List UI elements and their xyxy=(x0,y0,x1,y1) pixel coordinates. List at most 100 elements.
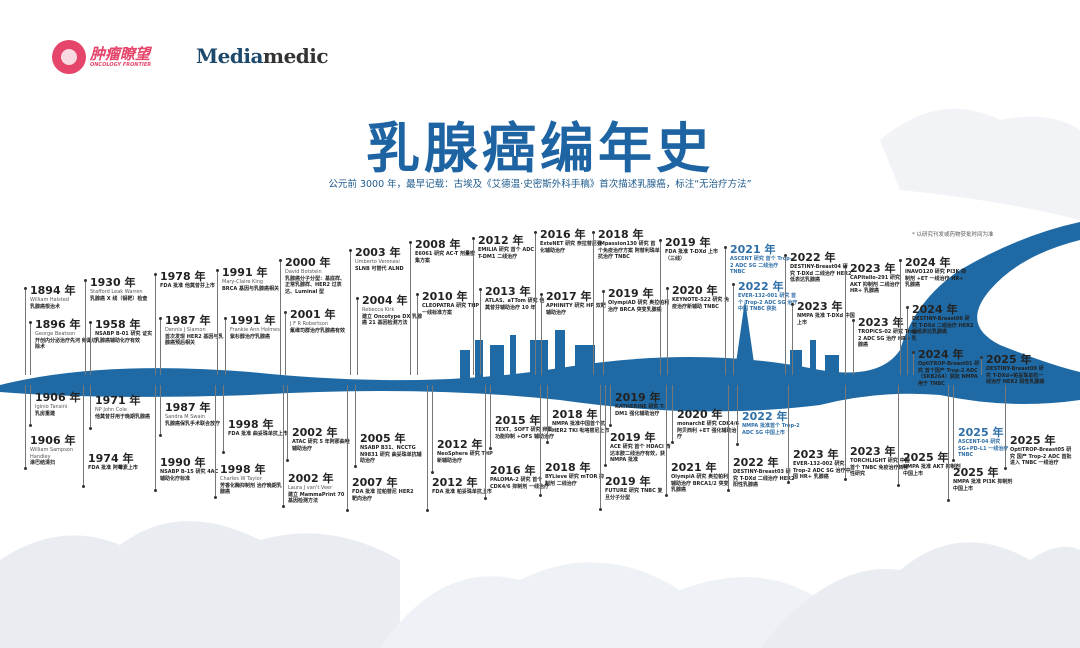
timeline-dot xyxy=(852,319,855,322)
event-year: 1906 年 xyxy=(30,434,76,447)
event-year: 2022 年 xyxy=(742,410,788,423)
timeline-connector xyxy=(953,385,954,460)
timeline-dot xyxy=(912,351,915,354)
event-description: 他莫昔芬用于晚期乳腺癌 xyxy=(95,413,151,420)
timeline-event: 2024 年 OptiTROP-Breast01 研究 首个国产 Trop-2 A… xyxy=(918,348,980,387)
event-description: NMPA 批准 PI3K 抑制剂 中国上市 xyxy=(953,479,1013,492)
timeline-connector xyxy=(283,385,284,506)
logo-part: medic xyxy=(262,44,329,68)
event-year: 2022 年 xyxy=(738,280,784,293)
timeline-dot xyxy=(24,287,27,290)
timeline-connector xyxy=(217,269,218,375)
timeline-event: 1906 年 William Sampson Handley 淋巴结清扫 xyxy=(30,434,92,467)
timeline-dot xyxy=(89,427,92,430)
timeline-dot xyxy=(592,231,595,234)
timeline-connector xyxy=(535,231,536,375)
event-year: 1971 年 xyxy=(95,394,141,407)
timeline-event: 2019 年 KATHERINE 研究 T-DM1 强化辅助治疗 xyxy=(615,391,677,417)
event-description: FDA 批准 曲妥珠单抗上市 xyxy=(228,431,288,437)
timeline-connector xyxy=(610,385,611,425)
timeline-dot xyxy=(89,321,92,324)
timeline-connector xyxy=(603,290,604,375)
timeline-event: 2025 年 DESTINY-Breast09 研究 T-DXd+帕妥珠单抗一线治… xyxy=(986,353,1048,386)
event-year: 2002 年 xyxy=(292,426,338,439)
timeline-event: 2023 年 TROPiCS-02 研究 Trop-2 ADC SG 治疗 HR+… xyxy=(858,316,920,349)
event-description: NMPA 批准首个 Trop-2 ADC SG 中国上市 xyxy=(742,423,800,436)
timeline-connector xyxy=(30,321,31,375)
timeline-dot xyxy=(665,494,668,497)
event-description: 乳房重建 xyxy=(35,410,56,417)
event-person: Frankie Ann Holmes xyxy=(230,327,280,333)
event-person: Rebecca Kirk xyxy=(362,307,395,313)
event-year: 2018 年 xyxy=(598,228,644,241)
timeline-event: 2018 年 NMPA 批准中国首个抗 HER2 TKI 吡咯替尼上市 xyxy=(552,408,614,434)
event-description: 乳腺癌分子分型：基底样、正常乳腺样、HER2 过表达、Luminal 型 xyxy=(285,275,346,295)
timeline-connector xyxy=(667,287,668,375)
event-year: 2020 年 xyxy=(672,284,718,297)
event-year: 2024 年 xyxy=(912,303,958,316)
timeline-dot xyxy=(791,303,794,306)
timeline-dot xyxy=(666,287,669,290)
timeline-connector xyxy=(733,283,734,375)
timeline-dot xyxy=(980,356,983,359)
timeline-connector xyxy=(223,385,224,452)
event-description: FUTURE 研究 TNBC 复旦分子分型 xyxy=(605,488,663,501)
event-year: 2022 年 xyxy=(790,251,836,264)
event-description: FDA 批准 帕妥珠单抗上市 xyxy=(432,489,492,495)
timeline-dot xyxy=(671,441,674,444)
event-description: EVER-132-001 研究 首个 Trop-2 ADC SG 治疗中国 TN… xyxy=(738,293,798,312)
event-year: 2025 年 xyxy=(1010,434,1056,447)
event-description: monarchE 研究 CDK4/6 阿贝西利 +ET 强化辅助治疗 xyxy=(677,421,739,440)
timeline-connector xyxy=(280,259,281,375)
event-description: NMPA 批准中国首个抗 HER2 TKI 吡咯替尼上市 xyxy=(552,421,610,434)
timeline-event: 2023 年 TORCHLIGHT 研究 中国首个 TNBC 免疫治疗转移性研究 xyxy=(850,445,912,478)
event-year: 2000 年 xyxy=(285,256,331,269)
event-year: 2018 年 xyxy=(552,408,598,421)
timeline-connector xyxy=(417,293,418,375)
timeline-event: 1990 年 NSABP B-15 研究 4AC 辅助化疗标准 xyxy=(160,456,222,482)
timeline-event: 2022 年 NMPA 批准首个 Trop-2 ADC SG 中国上市 xyxy=(742,410,804,436)
timeline-event: 2012 年 NeoSphere 研究 THP 新辅助治疗 xyxy=(437,438,499,464)
event-year: 2005 年 xyxy=(360,432,406,445)
timeline-dot xyxy=(349,249,352,252)
timeline-connector xyxy=(90,385,91,428)
timeline-event: 2025 年 ASCENT-04 研究 SG+PD-L1 一线治疗 TNBC xyxy=(958,426,1020,459)
timeline-connector xyxy=(155,385,156,490)
timeline-event: 2008 年 E6061 研究 AC-T 剂量密集方案 xyxy=(415,238,477,264)
event-description: OlympiA 研究 奥拉帕利辅助治疗 BRCA1/2 突变乳腺癌 xyxy=(671,474,729,493)
timeline-dot xyxy=(727,489,730,492)
event-year: 2025 年 xyxy=(953,466,999,479)
timeline-event: 2018 年 BYLieve 研究 mTOR 抑制剂 二线治疗 xyxy=(545,461,607,487)
event-year: 2020 年 xyxy=(677,408,723,421)
timeline-connector xyxy=(350,249,351,375)
timeline-connector xyxy=(540,385,541,495)
event-description: IMpassion130 研究 首个免疫治疗方案 阿替利珠单抗治疗 TNBC xyxy=(598,241,660,260)
event-person: Dennis J Slamon xyxy=(165,327,206,333)
event-description: NSABP B31、NCCTG N9831 研究 曲妥珠单抗辅助治疗 xyxy=(360,445,422,464)
timeline-dot xyxy=(784,254,787,257)
timeline-event: 2002 年 ATAC 研究 5 年阿那曲唑辅助治疗 xyxy=(292,426,354,452)
timeline-event: 2024 年 INAVO120 研究 PI3K 抑制剂 +ET 一线治疗 HR+ … xyxy=(905,256,967,289)
timeline-dot xyxy=(844,265,847,268)
event-description: CLEOPATRA 研究 THP 一线标准方案 xyxy=(422,303,480,316)
timeline-dot xyxy=(897,484,900,487)
timeline-event: 1998 年 Charles W Taylor 芳香化酶抑制剂 治疗晚期乳腺癌 xyxy=(220,463,282,496)
event-person: George Beatson xyxy=(35,331,76,337)
event-description: TORCHLIGHT 研究 中国首个 TNBC 免疫治疗转移性研究 xyxy=(850,458,910,477)
event-description: OptiTROP-Breast05 研究 国产 Trop-2 ADC 首批进入 … xyxy=(1010,447,1072,466)
event-year: 1991 年 xyxy=(222,266,268,279)
timeline-connector xyxy=(83,385,84,486)
timeline-event: 2022 年 DESTINY-Breast04 研究 T-DXd 二线治疗 HER… xyxy=(790,251,852,284)
timeline-event: 2016 年 ExteNET 研究 奈拉替尼强化辅助治疗 xyxy=(540,228,602,254)
event-year: 2012 年 xyxy=(478,234,524,247)
timeline-connector xyxy=(792,303,793,375)
city-skyline xyxy=(460,300,839,380)
timeline-connector xyxy=(981,356,982,375)
event-description: APHINITY 研究 HP 双靶辅助治疗 xyxy=(546,303,606,316)
timeline-event: 2023 年 NMPA 批准 T-DXd 中国上市 xyxy=(797,300,859,326)
event-year: 2016 年 xyxy=(540,228,586,241)
timeline-dot xyxy=(29,321,32,324)
timeline-dot xyxy=(899,259,902,262)
timeline-dot xyxy=(539,494,542,497)
event-description: INAVO120 研究 PI3K 抑制剂 +ET 一线治疗 HR+ 乳腺癌 xyxy=(905,269,967,288)
